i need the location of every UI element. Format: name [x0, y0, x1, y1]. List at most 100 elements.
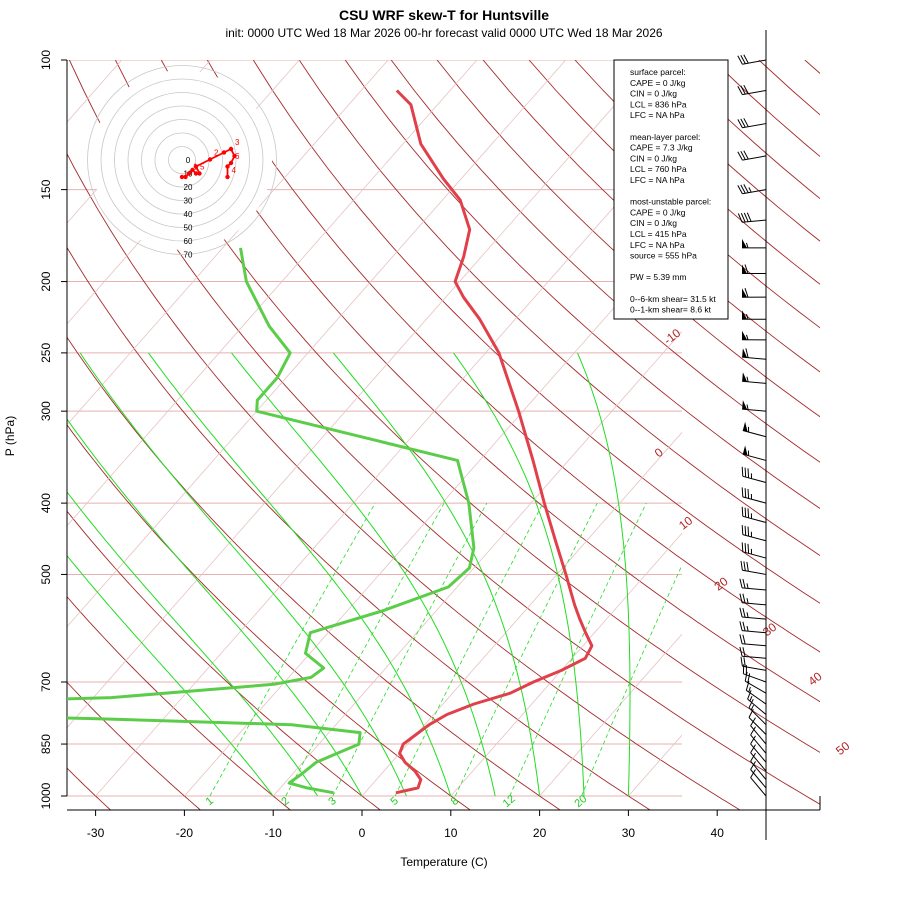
wind-barb [739, 607, 767, 620]
hodograph: 010203040506070123456 [87, 65, 277, 260]
dry-adiabat [67, 152, 741, 810]
wind-barb [741, 310, 767, 320]
dry-adiabat [68, 60, 820, 805]
dry-adiabat [160, 60, 820, 703]
chart-title: CSU WRF skew-T for Huntsville [339, 7, 549, 23]
legend-line: CIN = 0 J/kg [630, 218, 677, 228]
wind-barb [739, 593, 767, 606]
legend-line: mean-layer parcel: [630, 132, 700, 142]
hodograph-ring-label: 30 [184, 197, 193, 206]
pressure-axis: 100 150 200 250 300 400 500 700 850 1000 [39, 50, 67, 809]
mixing-ratio-line [454, 502, 598, 796]
pressure-tick-label: 700 [39, 672, 53, 692]
wind-barb [741, 288, 767, 298]
wind-barb [742, 421, 767, 438]
wind-barb [741, 238, 767, 249]
sounding-profiles [67, 89, 594, 795]
dry-adiabat [67, 681, 202, 810]
hodograph-ring [168, 146, 196, 174]
pressure-tick-label: 300 [39, 401, 53, 421]
moist-adiabat [333, 352, 541, 796]
isotherm-label: 40 [805, 669, 824, 688]
hodograph-point-label: 3 [235, 138, 240, 147]
wind-barb [737, 212, 767, 223]
wind-barb [748, 698, 767, 726]
moist-adiabat [67, 491, 319, 796]
hodograph-ring-label: 50 [184, 224, 193, 233]
mixing-ratio-line [332, 502, 488, 796]
hodograph-ring [87, 65, 277, 255]
wind-barb [737, 84, 767, 96]
chart-subtitle: init: 0000 UTC Wed 18 Mar 2026 00-hr for… [225, 26, 662, 40]
wind-barb [750, 744, 767, 772]
legend-line: CIN = 0 J/kg [630, 153, 677, 163]
pressure-tick-label: 150 [39, 179, 53, 199]
wind-barb [737, 118, 767, 129]
hodograph-point [193, 164, 199, 169]
wind-barb [741, 466, 767, 483]
dry-adiabat [252, 60, 820, 604]
wind-barb [741, 525, 767, 542]
wind-barb [745, 681, 767, 705]
legend-line: PW = 5.39 mm [630, 272, 686, 282]
wind-barb [740, 560, 767, 575]
isotherm-label: 30 [760, 620, 779, 639]
wind-barb [742, 348, 767, 360]
dry-adiabat [712, 60, 820, 158]
wind-barb [748, 708, 767, 735]
legend-line: CIN = 0 J/kg [630, 89, 677, 99]
wind-barb [742, 400, 767, 412]
hodograph-point [183, 174, 188, 180]
dry-adiabat [298, 60, 820, 557]
wind-barb [741, 542, 767, 559]
mixing-ratio-label: 3 [326, 795, 338, 808]
dry-adiabat [758, 60, 820, 116]
dry-adiabat [67, 596, 292, 810]
isotherm-line [450, 532, 682, 796]
hodograph-point [228, 160, 234, 166]
legend-line: surface parcel: [630, 67, 686, 77]
temperature-tick-label: -20 [176, 826, 194, 840]
temperature-tick-label: -30 [87, 826, 105, 840]
hodograph-ring [114, 92, 250, 228]
legend-line: LFC = NA hPa [630, 175, 685, 185]
wind-barb [747, 690, 767, 715]
hodograph-point-label: 2 [214, 149, 219, 158]
hodograph-point [232, 153, 237, 159]
hodograph-ring-label: 70 [184, 251, 193, 260]
legend-line: CAPE = 0 J/kg [630, 207, 686, 217]
hodograph-point [225, 174, 230, 180]
mixing-ratio-line [581, 564, 682, 796]
mixing-ratio-label: 1 [204, 795, 216, 808]
legend-line: CAPE = 0 J/kg [630, 78, 686, 88]
pressure-tick-label: 100 [39, 50, 53, 70]
legend-box [613, 59, 729, 320]
wind-barb [750, 735, 767, 763]
wind-barb [750, 717, 767, 745]
temperature-tick-label: -10 [265, 826, 283, 840]
hodograph-ring [127, 105, 237, 215]
isotherm-line [272, 330, 682, 796]
wind-barb [737, 184, 767, 195]
wind-barb [739, 621, 767, 634]
wind-barb [742, 372, 767, 384]
hodograph-point-label: 1 [193, 163, 198, 172]
isotherm-line [806, 60, 900, 796]
mixing-ratio-line [285, 502, 445, 796]
hodograph-ring [100, 78, 264, 242]
wind-barb [737, 150, 767, 161]
dry-adiabat [482, 60, 820, 373]
wind-barb [741, 506, 767, 523]
hodograph-ring [141, 119, 223, 201]
hodograph-point [190, 167, 195, 173]
pressure-tick-label: 250 [39, 343, 53, 363]
hodograph-point [225, 164, 230, 169]
dry-adiabat [436, 60, 820, 418]
wind-barb [737, 54, 767, 65]
hodograph-background [92, 70, 272, 250]
hodograph-point [179, 174, 185, 180]
hodograph-ring-label: 0 [186, 156, 191, 165]
dry-adiabat [67, 336, 561, 810]
legend-line: CAPE = 7.3 J/kg [630, 143, 693, 153]
pressure-tick-label: 200 [39, 271, 53, 291]
